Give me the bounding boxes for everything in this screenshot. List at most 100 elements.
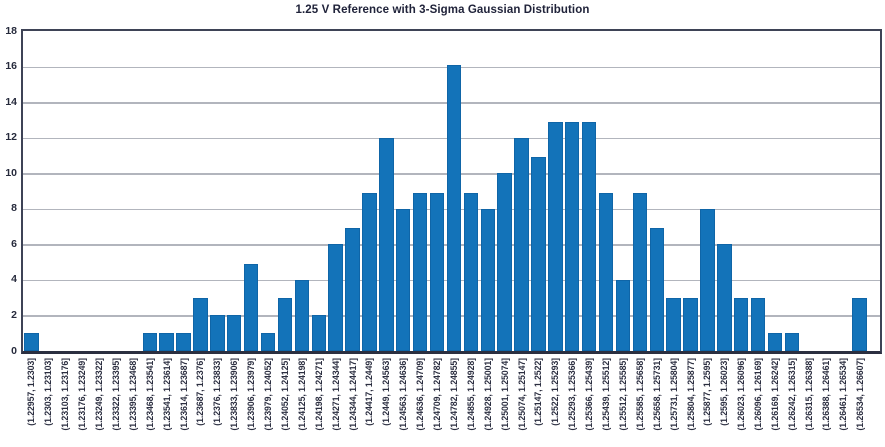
y-axis-tick-label: 14 — [5, 95, 17, 108]
bar — [632, 192, 648, 351]
x-axis-tick-label: (1.25439, 1.25512] — [601, 358, 612, 431]
x-axis-tick-label: (1.24563, 1.24636] — [398, 358, 409, 431]
bar — [598, 192, 614, 351]
bar — [345, 228, 360, 351]
bar — [412, 192, 428, 351]
bar — [396, 208, 411, 351]
x-axis-tick-label: (1.23395, 1.23468] — [127, 358, 138, 431]
bar — [615, 279, 631, 351]
bar — [683, 297, 698, 351]
x-axis-tick-label: (1.26388, 1.26461] — [820, 358, 831, 431]
y-axis-tick-label: 0 — [11, 344, 17, 357]
y-axis-tick-label: 12 — [5, 131, 17, 144]
x-axis-tick-label: (1.23322, 1.23395] — [110, 358, 121, 431]
x-axis-tick-label: (1.25512, 1.25585] — [617, 358, 628, 431]
bar — [446, 64, 462, 351]
x-axis-tick-label: (1.23541, 1.23614] — [161, 358, 172, 431]
bar — [497, 173, 512, 351]
x-axis-tick-label: (1.24928, 1.25001] — [482, 358, 493, 431]
x-axis-tick-label: (1.25585, 1.25658] — [634, 358, 645, 431]
y-axis-tick-label: 8 — [11, 202, 17, 215]
bar — [328, 244, 343, 351]
x-axis-tick-label: (1.26169, 1.26242] — [770, 358, 781, 431]
y-axis-tick-label: 6 — [11, 237, 17, 250]
x-axis-tick-label: (1.23468, 1.23541] — [144, 358, 155, 431]
bar — [260, 333, 276, 351]
bar — [480, 208, 495, 351]
bar — [227, 315, 242, 351]
y-axis-tick-label: 2 — [11, 308, 17, 321]
x-axis-tick-label: (1.23176, 1.23249] — [77, 358, 88, 431]
bar — [700, 208, 715, 351]
x-axis-tick-label: (1.25731, 1.25804] — [668, 358, 679, 431]
x-axis-tick-label: (1.2449, 1.24563] — [381, 358, 392, 426]
bar — [142, 333, 157, 351]
x-axis-tick-label: (1.26534, 1.26607] — [854, 358, 865, 431]
x-axis-tick-label: (1.23249, 1.23322] — [94, 358, 105, 431]
x-axis-tick-label: (1.2376, 1.23833] — [212, 358, 223, 426]
x-axis-tick-label: (1.23833, 1.23906] — [229, 358, 240, 431]
y-axis-tick-label: 4 — [11, 273, 17, 286]
x-axis-tick-label: (1.24271, 1.24344] — [330, 358, 341, 431]
bar — [463, 192, 479, 351]
x-axis-tick-label: (1.25001, 1.25074] — [499, 358, 510, 431]
x-axis-tick-label: (1.23687, 1.2376] — [195, 358, 206, 426]
x-axis-tick-label: (1.23906, 1.23979] — [246, 358, 257, 431]
y-axis-tick-label: 16 — [5, 60, 17, 73]
x-axis-tick-label: (1.26096, 1.26169] — [753, 358, 764, 431]
bar — [210, 315, 225, 351]
bar — [514, 137, 529, 351]
bar — [581, 121, 597, 351]
x-axis-tick-label: (1.23979, 1.24052] — [263, 358, 274, 431]
bar — [379, 137, 394, 351]
bar — [852, 297, 867, 351]
plot-area — [21, 29, 882, 354]
bar — [176, 333, 191, 351]
chart-title: 1.25 V Reference with 3-Sigma Gaussian D… — [295, 4, 590, 16]
x-axis-tick-label: (1.24417, 1.2449] — [364, 358, 375, 426]
bar — [311, 315, 326, 351]
y-axis-tick-label: 18 — [5, 24, 17, 37]
x-axis-tick-label: (1.23103, 1.23176] — [60, 358, 71, 431]
x-axis-tick-label: (1.26242, 1.26315] — [786, 358, 797, 431]
x-axis-tick-label: (1.25366, 1.25439] — [584, 358, 595, 431]
x-axis-tick-label: (1.24344, 1.24417] — [347, 358, 358, 431]
bar — [243, 263, 259, 351]
y-axis-tick-label: 10 — [5, 166, 17, 179]
bar — [649, 228, 664, 351]
x-axis-tick-label: (1.2303, 1.23103] — [43, 358, 54, 426]
bar — [784, 333, 800, 351]
x-axis-tick-label: (1.24636, 1.24709] — [415, 358, 426, 431]
x-axis-tick-label: (1.24782, 1.24855] — [448, 358, 459, 431]
bar — [548, 121, 563, 351]
bar — [666, 297, 681, 351]
x-axis-tick-label: (1.25293, 1.25366] — [567, 358, 578, 431]
bar — [734, 297, 749, 351]
x-axis-tick-label: (1.24052, 1.24125] — [279, 358, 290, 431]
x-axis-tick-label: (1.25877, 1.2595] — [702, 358, 713, 426]
bar — [294, 279, 310, 351]
x-axis-tick-label: (1.2595, 1.26023] — [719, 358, 730, 426]
bar — [531, 157, 546, 351]
x-axis-tick-label: (1.26461, 1.26534] — [837, 358, 848, 431]
bar — [362, 192, 377, 351]
x-axis-tick-label: (1.2522, 1.25293] — [550, 358, 561, 426]
x-axis-tick-label: (1.25658, 1.25731] — [651, 358, 662, 431]
bar — [750, 297, 766, 351]
bar — [767, 333, 783, 351]
x-axis-tick-label: (1.26315, 1.26388] — [803, 358, 814, 431]
x-axis-tick-label: (1.22957, 1.2303] — [26, 358, 37, 426]
bar — [277, 297, 293, 351]
x-axis-tick-label: (1.24198, 1.24271] — [313, 358, 324, 431]
x-axis-tick-label: (1.24709, 1.24782] — [432, 358, 443, 431]
x-axis-tick-label: (1.24855, 1.24928] — [465, 358, 476, 431]
bar — [159, 333, 174, 351]
x-axis-tick-label: (1.25804, 1.25877] — [685, 358, 696, 431]
x-axis-tick-label: (1.25147, 1.2522] — [533, 358, 544, 426]
bar — [717, 244, 732, 351]
bar — [193, 297, 208, 351]
x-axis-tick-label: (1.23614, 1.23687] — [178, 358, 189, 431]
bar — [565, 121, 580, 351]
x-axis-tick-label: (1.25074, 1.25147] — [516, 358, 527, 431]
